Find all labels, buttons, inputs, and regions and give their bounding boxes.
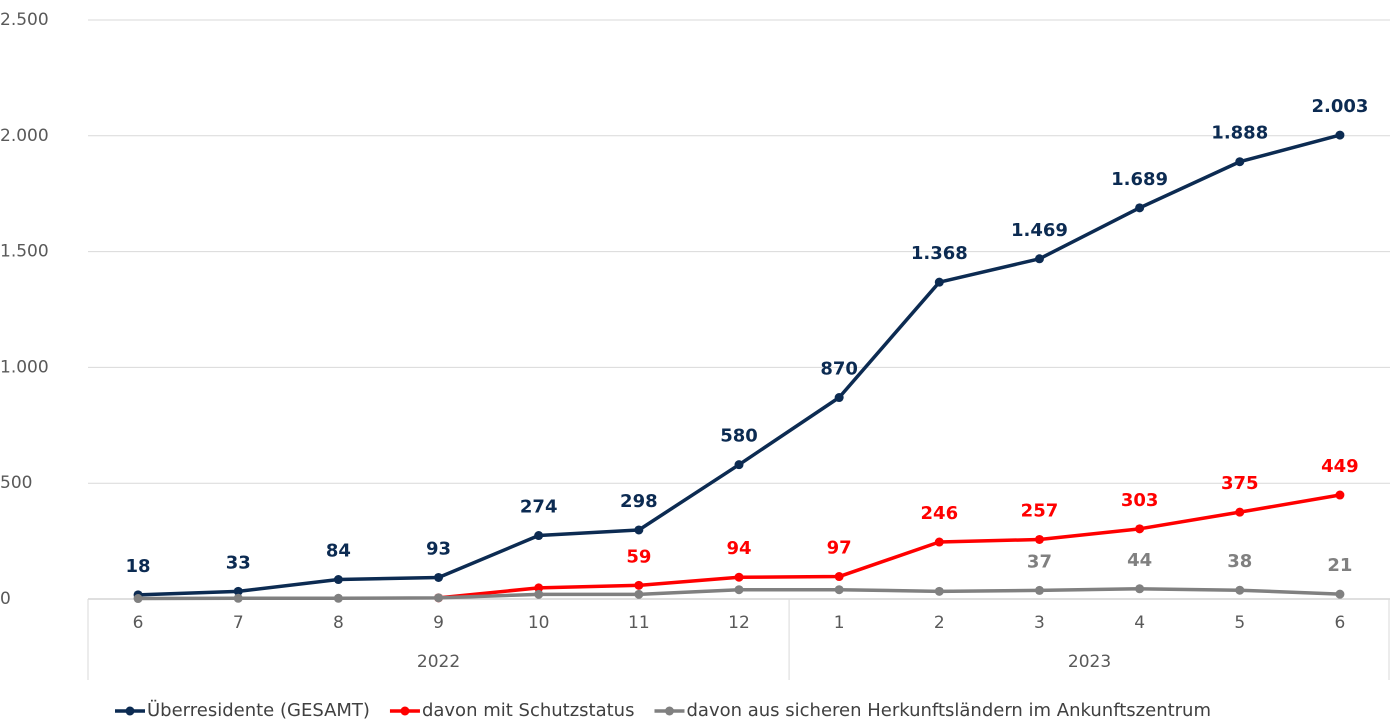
x-tick-label: 1 [834,613,845,633]
legend-label: Überresidente (GESAMT) [147,699,370,721]
x-tick-label: 5 [1234,613,1245,633]
point [734,585,744,595]
value-label: 1.689 [1111,169,1168,190]
x-group-label: 2023 [1068,652,1111,672]
point [333,593,343,603]
point [1034,534,1044,544]
x-tick-label: 4 [1134,613,1145,633]
legend-marker [664,706,674,716]
y-tick-label: 1.000 [0,357,49,377]
x-tick-label: 2 [934,613,945,633]
x-tick-label: 11 [628,613,650,633]
value-label: 870 [820,359,858,380]
point [1135,524,1145,534]
x-tick-label: 9 [433,613,444,633]
series-line [438,493,1341,600]
value-label: 33 [226,552,251,573]
point [634,525,644,535]
point [934,586,944,596]
value-label: 246 [921,503,959,524]
x-tick-label: 12 [728,613,750,633]
point [233,593,243,603]
value-label: 38 [1227,551,1252,572]
legend-label: davon mit Schutzstatus [422,700,635,721]
point [1335,589,1345,599]
value-label: 375 [1221,473,1259,494]
point [734,572,744,582]
x-tick-label: 8 [333,613,344,633]
value-label: 1.368 [911,243,968,264]
x-tick-label: 6 [1335,613,1346,633]
value-label: 97 [827,538,852,559]
y-tick-label: 2.500 [0,10,49,30]
point [1335,130,1345,140]
value-label: 298 [620,491,658,512]
y-tick-label: 500 [0,473,32,493]
point [1135,584,1145,594]
value-label: 449 [1321,456,1359,477]
value-label: 1.888 [1211,123,1268,144]
point [534,531,544,541]
point [1034,585,1044,595]
point [1235,585,1245,595]
point [834,585,844,595]
legend-marker [400,706,410,716]
point [834,393,844,403]
point [634,589,644,599]
legend-label: davon aus sicheren Herkunftsländern im A… [686,700,1211,721]
y-tick-label: 1.500 [0,242,49,262]
x-tick-label: 3 [1034,613,1045,633]
point [1235,157,1245,167]
value-label: 303 [1121,490,1159,511]
value-label: 37 [1027,551,1052,572]
point [133,594,143,604]
x-tick-label: 6 [133,613,144,633]
value-label: 21 [1327,555,1352,576]
point [434,593,444,603]
value-label: 274 [520,497,558,518]
point [634,580,644,590]
value-label: 94 [726,538,751,559]
value-label: 2.003 [1311,96,1368,117]
legend-marker [125,706,135,716]
value-label: 59 [626,546,651,567]
point [1235,507,1245,517]
value-label: 580 [720,426,758,447]
point [834,572,844,582]
point [534,589,544,599]
value-label: 257 [1021,500,1059,521]
value-label: 93 [426,538,451,559]
point [534,583,544,593]
y-tick-label: 0 [0,589,11,609]
value-label: 1.469 [1011,220,1068,241]
point [1335,490,1345,500]
y-tick-label: 2.000 [0,126,49,146]
x-tick-label: 10 [528,613,550,633]
point [1034,254,1044,264]
point [1135,203,1145,213]
value-label: 84 [326,541,351,562]
point [333,575,343,585]
value-label: 18 [126,556,151,577]
point [934,277,944,287]
point [934,537,944,547]
x-group-label: 2022 [417,652,460,672]
value-label: 44 [1127,550,1152,571]
point [434,572,444,582]
x-tick-label: 7 [233,613,244,633]
point [734,460,744,470]
point [233,586,243,596]
